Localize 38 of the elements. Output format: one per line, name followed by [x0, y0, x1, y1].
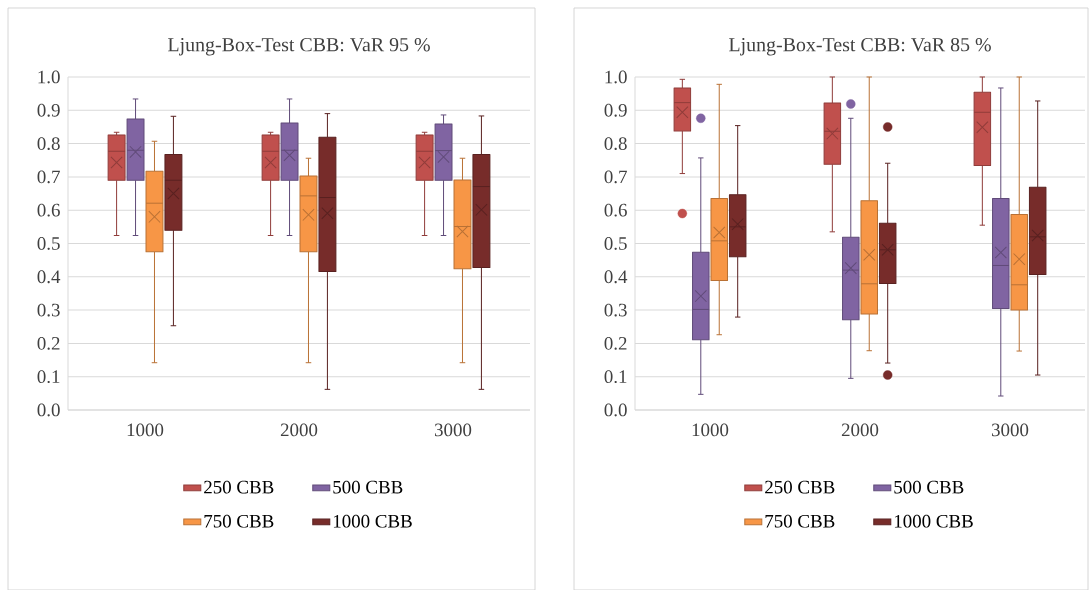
y-tick-label: 0.0: [604, 403, 627, 417]
y-tick-label: 0.5: [604, 236, 627, 250]
x-tick-label: 1000: [127, 423, 164, 437]
chart-title: Ljung-Box-Test CBB: VaR 85 %: [729, 37, 991, 56]
x-tick-label: 2000: [841, 423, 879, 437]
chart-title: Ljung-Box-Test CBB: VaR 95 %: [168, 37, 430, 56]
x-tick-label: 3000: [991, 423, 1029, 437]
y-tick-label: 0.9: [604, 103, 627, 117]
legend-label: 250 CBB: [204, 480, 274, 494]
legend-label: 1000 CBB: [894, 514, 973, 528]
y-tick-label: 0.4: [604, 270, 628, 284]
y-tick-label: 0.8: [37, 136, 60, 150]
y-tick-label: 1.0: [605, 70, 627, 84]
y-tick-label: 0.3: [37, 303, 60, 317]
x-tick-label: 3000: [434, 423, 472, 437]
y-tick-label: 0.9: [37, 103, 60, 117]
legend-label: 750 CBB: [204, 514, 274, 528]
legend-label: 500 CBB: [894, 480, 964, 494]
y-tick-label: 0.6: [604, 203, 627, 217]
y-tick-label: 0.2: [604, 336, 627, 350]
y-tick-label: 0.7: [604, 170, 627, 184]
y-tick-label: 0.3: [604, 303, 627, 317]
y-tick-label: 0.6: [37, 203, 60, 217]
y-tick-label: 0.7: [37, 170, 60, 184]
y-tick-label: 0.1: [604, 370, 627, 383]
legend-label: 750 CBB: [765, 514, 835, 528]
x-tick-label: 1000: [692, 423, 729, 437]
y-tick-label: 1.0: [38, 70, 60, 84]
y-tick-label: 0.4: [37, 270, 61, 284]
legend-label: 1000 CBB: [333, 514, 412, 528]
y-tick-label: 0.2: [37, 336, 60, 350]
y-tick-label: 0.5: [37, 236, 60, 250]
y-tick-label: 0.8: [604, 136, 627, 150]
legend-label: 500 CBB: [333, 480, 403, 494]
legend-label: 250 CBB: [765, 480, 835, 494]
y-tick-label: 0.0: [37, 403, 60, 417]
x-tick-label: 2000: [280, 423, 318, 437]
y-tick-label: 0.1: [37, 370, 60, 383]
